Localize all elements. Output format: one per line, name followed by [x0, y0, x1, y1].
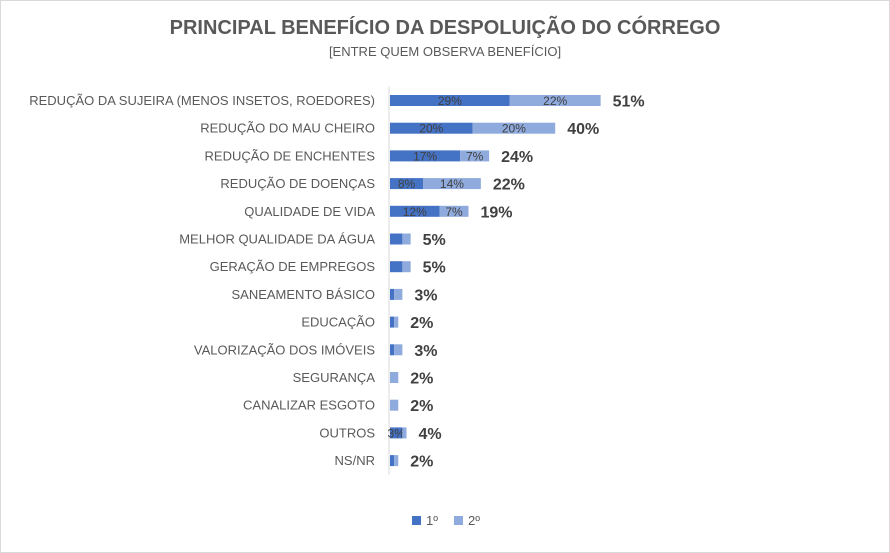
segment-value-label: 29%: [438, 94, 462, 108]
bar-segment-series-2: [394, 344, 403, 356]
total-value-label: 5%: [423, 232, 446, 249]
total-value-label: 3%: [414, 287, 437, 304]
segment-value-label: 3%: [388, 426, 406, 440]
category-label: REDUÇÃO DE ENCHENTES: [205, 148, 376, 163]
chart-subtitle: [ENTRE QUEM OBSERVA BENEFÍCIO]: [328, 44, 562, 59]
legend-label: 1º: [426, 513, 438, 528]
bar-segment-series-2: [394, 288, 403, 300]
category-label: GERAÇÃO DE EMPREGOS: [210, 259, 376, 274]
total-value-label: 4%: [419, 426, 442, 443]
total-value-label: 40%: [567, 121, 599, 138]
category-label: MELHOR QUALIDADE DA ÁGUA: [179, 232, 375, 247]
bar-segment-series-1: [390, 122, 473, 134]
bar-segment-series-1: [390, 316, 395, 328]
legend-label: 2º: [468, 513, 480, 528]
segment-value-label: 7%: [466, 149, 484, 163]
segment-value-label: 8%: [398, 177, 416, 191]
category-label: REDUÇÃO DO MAU CHEIRO: [200, 121, 375, 136]
total-value-label: 19%: [480, 204, 512, 221]
bar-segment-series-2: [402, 233, 411, 245]
total-value-label: 5%: [423, 260, 446, 277]
bar-segment-series-1: [390, 344, 395, 356]
legend-swatch: [412, 516, 421, 525]
total-value-label: 2%: [410, 398, 433, 415]
bar-segment-series-1: [390, 178, 424, 190]
category-label: OUTROS: [319, 425, 375, 440]
category-label: VALORIZAÇÃO DOS IMÓVEIS: [194, 342, 375, 357]
category-label: REDUÇÃO DA SUJEIRA (MENOS INSETOS, ROEDO…: [29, 93, 375, 108]
bar-segment-series-2: [390, 372, 399, 383]
category-label: REDUÇÃO DE DOENÇAS: [220, 176, 375, 191]
bar-segment-series-1: [390, 427, 403, 439]
total-value-label: 2%: [410, 315, 433, 332]
total-value-label: 2%: [410, 371, 433, 388]
total-value-label: 3%: [414, 343, 437, 360]
segment-value-label: 20%: [502, 122, 526, 136]
bar-segment-series-2: [460, 150, 490, 162]
segment-value-label: 22%: [543, 94, 567, 108]
segment-value-label: 20%: [419, 122, 443, 136]
category-label: QUALIDADE DE VIDA: [244, 204, 375, 219]
chart-title: PRINCIPAL BENEFÍCIO DA DESPOLUIÇÃO DO CÓ…: [169, 17, 721, 39]
bar-segment-series-1: [390, 288, 395, 300]
bar-segment-series-2: [394, 316, 399, 328]
bar-segment-series-1: [390, 261, 403, 273]
category-label: EDUCAÇÃO: [301, 315, 375, 330]
bar-segment-series-1: [390, 95, 510, 106]
segment-value-label: 12%: [403, 205, 427, 219]
bar-segment-series-2: [439, 205, 469, 217]
total-value-label: 2%: [410, 454, 433, 471]
total-value-label: 22%: [493, 177, 525, 194]
category-label: NS/NR: [335, 453, 375, 468]
total-value-label: 24%: [501, 149, 533, 166]
legend-swatch: [454, 516, 463, 525]
bar-segment-series-2: [390, 399, 399, 411]
bar-segment-series-2: [402, 427, 407, 439]
bar-segment-series-1: [390, 233, 403, 245]
total-value-label: 51%: [613, 94, 645, 111]
bar-segment-series-1: [390, 455, 395, 467]
bar-segment-series-2: [472, 122, 556, 134]
bar-segment-series-2: [402, 261, 411, 273]
bar-segment-series-2: [423, 178, 481, 190]
bar-segment-series-2: [394, 455, 399, 467]
category-label: SANEAMENTO BÁSICO: [231, 287, 375, 302]
segment-value-label: 17%: [413, 149, 437, 163]
segment-value-label: 14%: [440, 177, 464, 191]
category-label: SEGURANÇA: [293, 370, 376, 385]
bar-segment-series-1: [390, 150, 461, 162]
bar-segment-series-2: [509, 95, 601, 106]
category-label: CANALIZAR ESGOTO: [243, 398, 375, 413]
bar-segment-series-1: [390, 205, 440, 217]
segment-value-label: 7%: [445, 205, 463, 219]
